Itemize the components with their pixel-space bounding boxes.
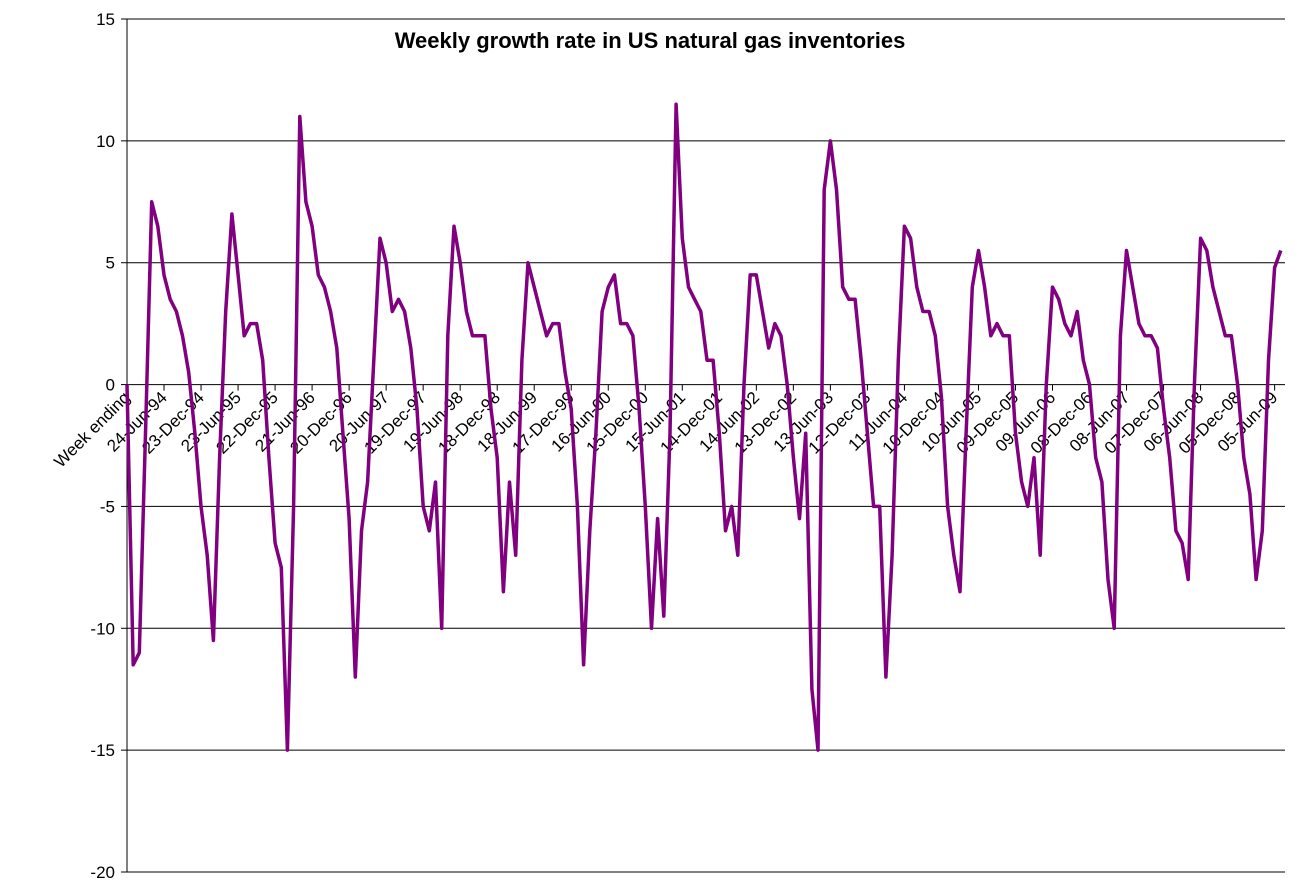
y-tick-label: 15 — [96, 10, 115, 29]
y-tick-label: -5 — [100, 497, 115, 516]
y-tick-label: -10 — [90, 619, 115, 638]
y-tick-label: 0 — [106, 376, 115, 395]
y-tick-label: 5 — [106, 254, 115, 273]
y-tick-label: 10 — [96, 132, 115, 151]
y-tick-label: -15 — [90, 741, 115, 760]
data-line — [125, 102, 1283, 752]
chart-title: Weekly growth rate in US natural gas inv… — [395, 28, 906, 53]
y-tick-label: -20 — [90, 863, 115, 882]
